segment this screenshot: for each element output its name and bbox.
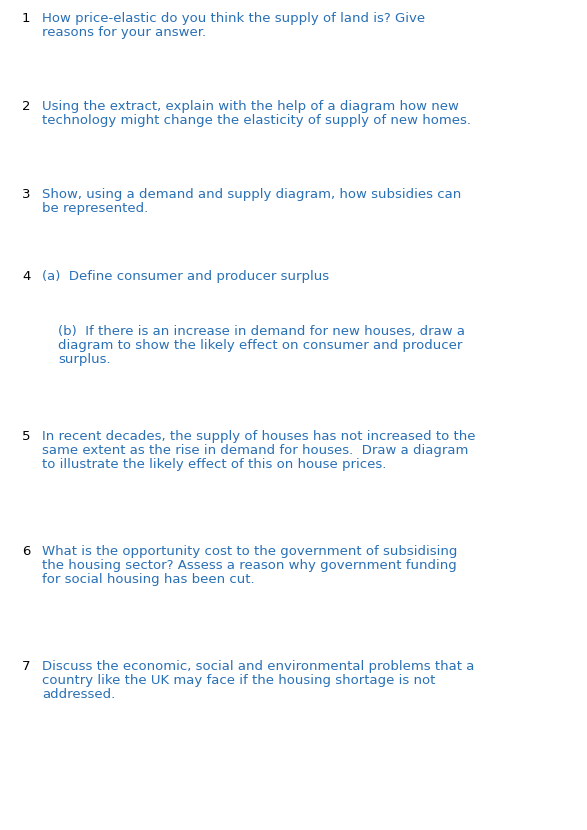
Text: same extent as the rise in demand for houses.  Draw a diagram: same extent as the rise in demand for ho… xyxy=(42,444,468,457)
Text: Discuss the economic, social and environmental problems that a: Discuss the economic, social and environ… xyxy=(42,660,474,673)
Text: (b)  If there is an increase in demand for new houses, draw a: (b) If there is an increase in demand fo… xyxy=(58,325,465,338)
Text: 3: 3 xyxy=(22,188,31,201)
Text: reasons for your answer.: reasons for your answer. xyxy=(42,26,206,39)
Text: Show, using a demand and supply diagram, how subsidies can: Show, using a demand and supply diagram,… xyxy=(42,188,461,201)
Text: to illustrate the likely effect of this on house prices.: to illustrate the likely effect of this … xyxy=(42,458,386,471)
Text: for social housing has been cut.: for social housing has been cut. xyxy=(42,573,255,586)
Text: 2: 2 xyxy=(22,100,31,113)
Text: addressed.: addressed. xyxy=(42,688,115,701)
Text: 1: 1 xyxy=(22,12,31,25)
Text: Using the extract, explain with the help of a diagram how new: Using the extract, explain with the help… xyxy=(42,100,459,113)
Text: 7: 7 xyxy=(22,660,31,673)
Text: country like the UK may face if the housing shortage is not: country like the UK may face if the hous… xyxy=(42,674,436,687)
Text: 5: 5 xyxy=(22,430,31,443)
Text: What is the opportunity cost to the government of subsidising: What is the opportunity cost to the gove… xyxy=(42,545,457,558)
Text: diagram to show the likely effect on consumer and producer: diagram to show the likely effect on con… xyxy=(58,339,463,352)
Text: technology might change the elasticity of supply of new homes.: technology might change the elasticity o… xyxy=(42,114,471,127)
Text: the housing sector? Assess a reason why government funding: the housing sector? Assess a reason why … xyxy=(42,559,457,572)
Text: (a)  Define consumer and producer surplus: (a) Define consumer and producer surplus xyxy=(42,270,329,283)
Text: 4: 4 xyxy=(22,270,31,283)
Text: 6: 6 xyxy=(22,545,31,558)
Text: How price-elastic do you think the supply of land is? Give: How price-elastic do you think the suppl… xyxy=(42,12,425,25)
Text: be represented.: be represented. xyxy=(42,202,149,215)
Text: In recent decades, the supply of houses has not increased to the: In recent decades, the supply of houses … xyxy=(42,430,475,443)
Text: surplus.: surplus. xyxy=(58,353,110,366)
